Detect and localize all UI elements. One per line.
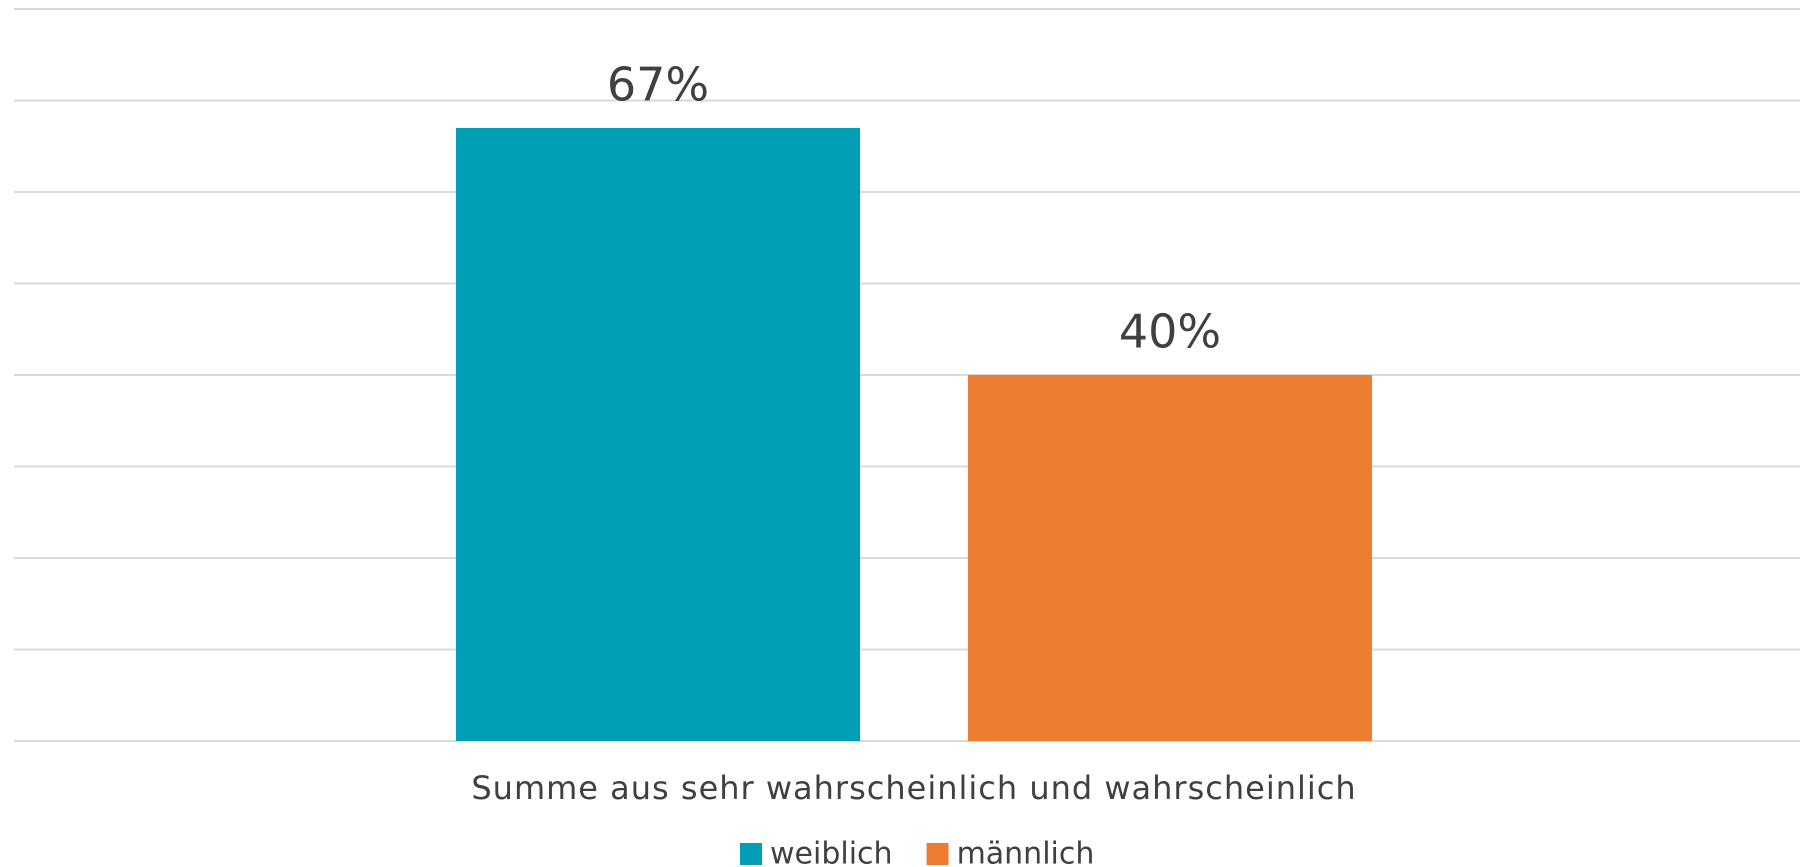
data-label: 40% — [1119, 305, 1221, 359]
data-label: 67% — [607, 57, 709, 111]
legend-label: männlich — [957, 837, 1095, 867]
legend-swatch — [926, 843, 949, 865]
legend-swatch — [740, 843, 762, 865]
legend-label: weiblich — [770, 837, 893, 867]
x-tick-label: Summe aus sehr wahrscheinlich und wahrsc… — [471, 769, 1356, 807]
bar — [456, 127, 860, 741]
bar — [968, 375, 1372, 741]
